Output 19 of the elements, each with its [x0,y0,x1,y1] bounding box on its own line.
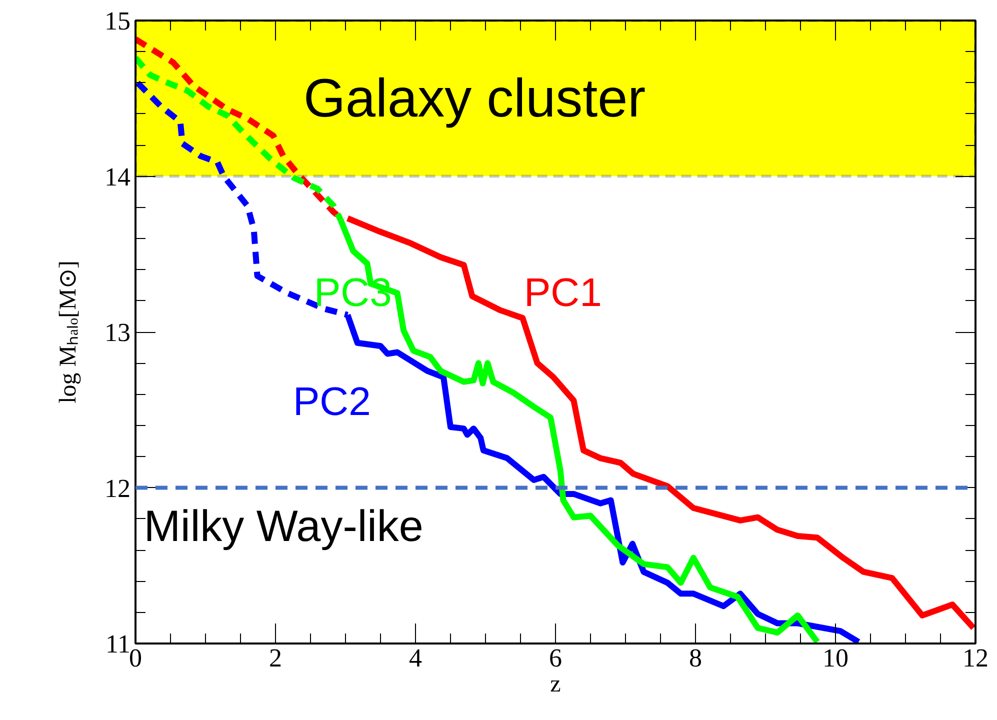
x-tick-label: 4 [409,644,422,672]
y-tick-label: 14 [104,162,130,192]
y-axis-title: log Mₕₐₗₒ[M⊙] [56,260,82,404]
y-tick-label: 13 [104,318,130,347]
x-tick-label: 2 [269,644,282,672]
series-label: PC3 [314,271,392,316]
x-tick-label: 12 [962,644,988,672]
band-label: Galaxy cluster [304,68,646,128]
series-label: PC2 [293,380,371,424]
x-axis-title: z [550,672,561,698]
y-tick-label: 12 [104,474,130,503]
x-tick-label: 6 [549,644,562,672]
y-tick-label: 11 [105,630,131,658]
series-label: PC1 [524,271,602,316]
x-tick-label: 8 [689,644,702,672]
ref-line-label: Milky Way-like [144,502,424,551]
x-tick-label: 0 [129,644,142,672]
y-tick-label: 15 [104,6,130,36]
x-tick-label: 10 [822,644,848,672]
